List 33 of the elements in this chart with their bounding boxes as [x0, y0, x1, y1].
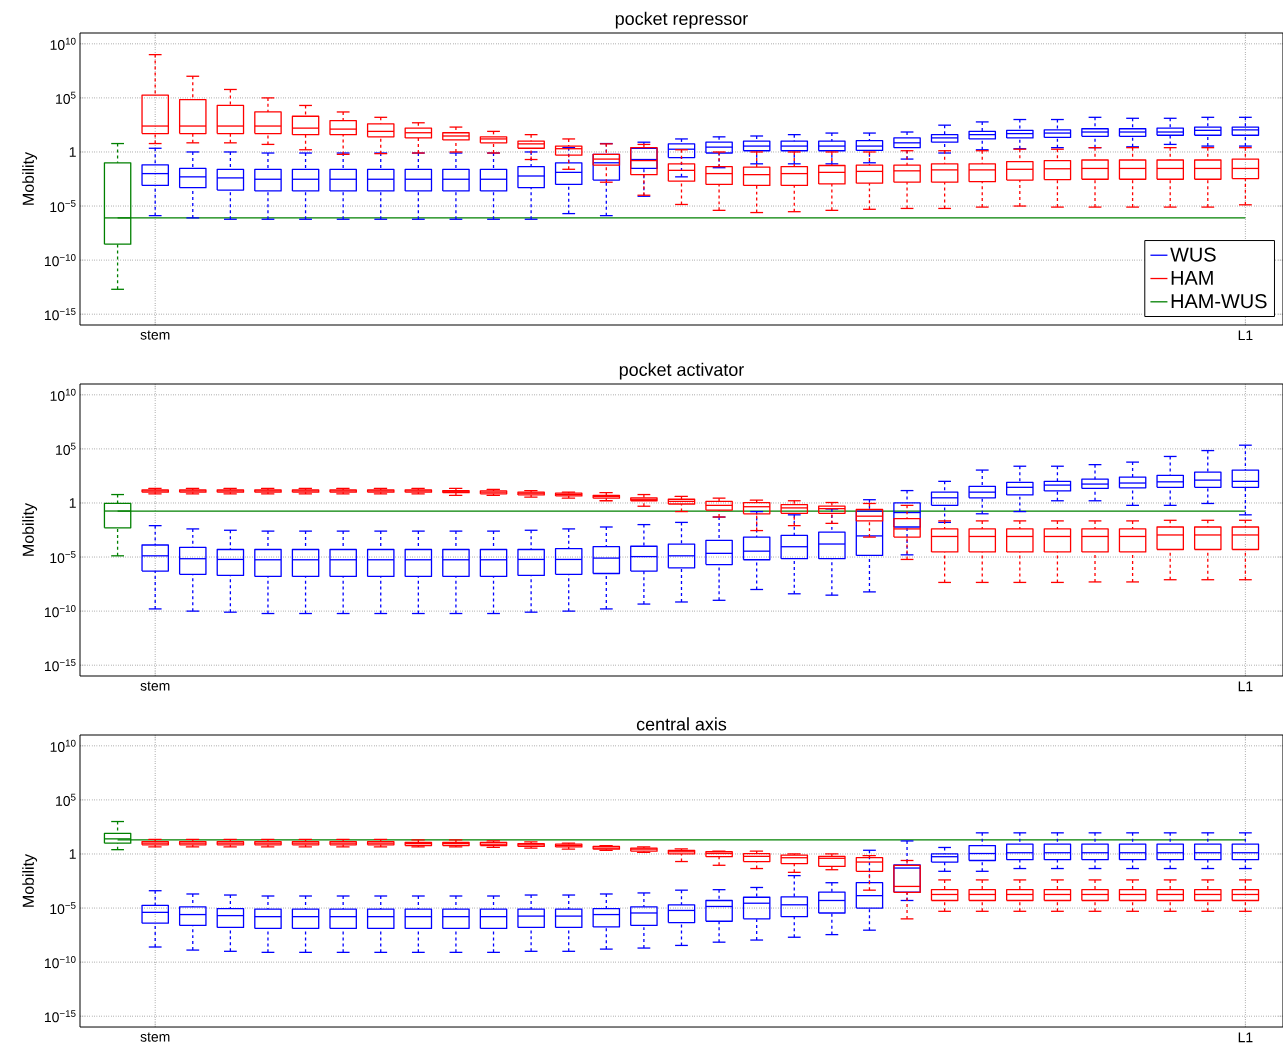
y-axis-title: Mobility [22, 503, 38, 556]
y-tick-label: 1 [69, 147, 76, 157]
y-tick-label: 10$^{−15}$ [44, 659, 76, 672]
x-tick-label: L1 [1238, 681, 1253, 692]
y-tick-label: 10$^{5}$ [56, 442, 76, 455]
chart-title: pocket activator [619, 362, 744, 380]
x-tick-label: L1 [1238, 330, 1253, 341]
y-tick-label: 10$^{10}$ [50, 739, 76, 752]
y-axis-title: Mobility [22, 854, 38, 907]
y-tick-label: 10$^{−15}$ [44, 1010, 76, 1023]
y-tick-label: 1 [69, 849, 76, 859]
legend-label: HAM-WUS [1171, 294, 1267, 309]
y-tick-label: 10$^{5}$ [56, 91, 76, 104]
x-tick-label: stem [140, 330, 170, 340]
y-tick-label: 10$^{5}$ [56, 793, 76, 806]
chart-title: pocket repressor [615, 11, 748, 29]
y-tick-label: 10$^{−5}$ [50, 551, 76, 564]
y-tick-label: 10$^{10}$ [50, 37, 76, 50]
chart-title: central axis [636, 717, 727, 731]
legend-label: HAM [1171, 270, 1213, 285]
y-tick-label: 1 [69, 498, 76, 508]
y-tick-label: 10$^{−10}$ [44, 605, 76, 618]
x-tick-label: stem [140, 681, 170, 691]
y-tick-label: 10$^{−10}$ [44, 956, 76, 969]
x-tick-label: stem [140, 1032, 170, 1042]
legend-label: WUS [1170, 247, 1216, 262]
x-tick-label: L1 [1238, 1032, 1253, 1043]
y-tick-label: 10$^{−5}$ [50, 200, 76, 213]
y-tick-label: 10$^{10}$ [50, 388, 76, 401]
y-axis-title: Mobility [22, 152, 38, 205]
y-tick-label: 10$^{−10}$ [44, 254, 76, 267]
y-tick-label: 10$^{−15}$ [44, 308, 76, 321]
y-tick-label: 10$^{−5}$ [50, 902, 76, 915]
